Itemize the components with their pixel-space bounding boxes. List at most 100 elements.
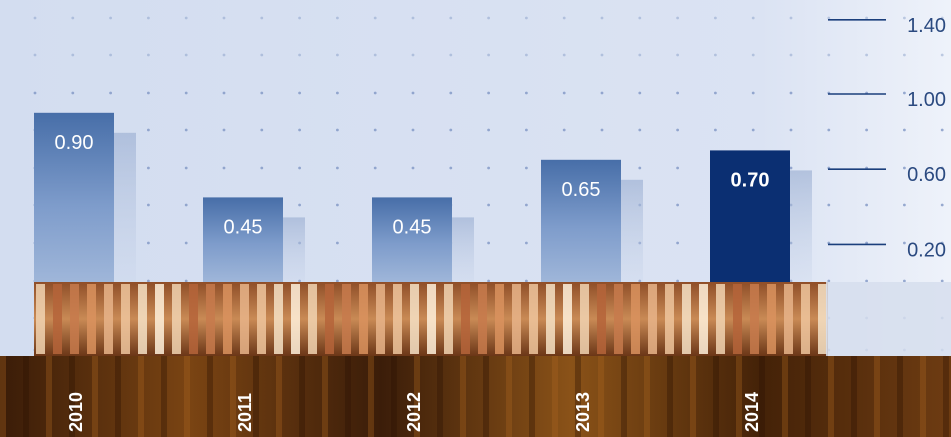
floor-streak bbox=[276, 356, 282, 437]
grid-dot bbox=[940, 241, 944, 245]
grid-dot bbox=[827, 128, 831, 132]
bar-value-label: 0.70 bbox=[731, 169, 770, 191]
grid-dot bbox=[184, 53, 188, 57]
grid-dot bbox=[33, 16, 37, 20]
strip-stripe bbox=[206, 284, 215, 354]
grid-dot bbox=[600, 128, 604, 132]
grid-dot bbox=[525, 53, 528, 57]
grid-dot bbox=[260, 91, 264, 95]
grid-dot bbox=[676, 241, 679, 245]
strip-stripe bbox=[733, 284, 742, 354]
strip-stripe bbox=[563, 284, 572, 354]
grid-dot bbox=[147, 53, 150, 57]
grid-dot bbox=[109, 53, 112, 57]
grid-dot bbox=[147, 241, 150, 245]
floor-streak bbox=[115, 356, 121, 437]
grid-dot bbox=[562, 91, 566, 95]
grid-dot bbox=[940, 203, 944, 207]
grid-dot bbox=[336, 128, 339, 132]
grid-dot bbox=[487, 128, 490, 132]
grid-dot bbox=[33, 91, 37, 95]
strip-stripe bbox=[155, 284, 164, 354]
grid-dot bbox=[676, 279, 679, 283]
strip-stripe bbox=[444, 284, 453, 354]
strip-stripe bbox=[393, 284, 402, 354]
grid-dot bbox=[940, 91, 944, 95]
floor-streak bbox=[23, 356, 29, 437]
grid-dot bbox=[487, 279, 490, 283]
bar-shadow bbox=[452, 217, 474, 282]
grid-dot bbox=[222, 53, 226, 57]
grid-dot bbox=[184, 203, 188, 207]
grid-dot bbox=[789, 91, 793, 95]
floor-streak bbox=[713, 356, 719, 437]
strip-stripe bbox=[36, 284, 45, 354]
grid-dot bbox=[903, 279, 906, 283]
floor-streak bbox=[138, 356, 144, 437]
grid-dot bbox=[147, 128, 150, 132]
grid-dot bbox=[638, 53, 642, 57]
grid-dot bbox=[751, 91, 755, 95]
bar-2011 bbox=[203, 197, 283, 282]
grid-dot bbox=[638, 91, 642, 95]
floor-streak bbox=[391, 356, 397, 437]
floor-streak bbox=[437, 356, 443, 437]
x-tick-label: 2012 bbox=[404, 392, 424, 432]
grid-dot bbox=[676, 91, 679, 95]
grid-dot bbox=[411, 128, 415, 132]
grid-dot bbox=[298, 128, 301, 132]
grid-dot bbox=[487, 16, 490, 20]
bar-shadow bbox=[114, 132, 136, 282]
grid-dot bbox=[487, 203, 490, 207]
grid-dot bbox=[676, 203, 679, 207]
floor-streak bbox=[851, 356, 857, 437]
floor-streak bbox=[207, 356, 213, 437]
strip-stripe bbox=[121, 284, 130, 354]
grid-dot bbox=[714, 16, 717, 20]
strip-stripe bbox=[478, 284, 487, 354]
grid-dot bbox=[33, 53, 37, 57]
grid-dot bbox=[336, 279, 339, 283]
grid-dot bbox=[751, 53, 755, 57]
floor-streak bbox=[874, 356, 880, 437]
grid-dot bbox=[487, 91, 490, 95]
grid-dot bbox=[676, 16, 679, 20]
grid-dot bbox=[865, 16, 868, 20]
grid-dot bbox=[751, 16, 755, 20]
x-tick-label: 2011 bbox=[235, 393, 255, 432]
strip-stripe bbox=[529, 284, 538, 354]
strip-stripe bbox=[376, 284, 385, 354]
floor-streak bbox=[598, 356, 604, 437]
floor-streak bbox=[322, 356, 328, 437]
x-tick-label: 2013 bbox=[573, 392, 593, 432]
grid-dot bbox=[449, 16, 453, 20]
strip-stripe bbox=[410, 284, 419, 354]
grid-dot bbox=[827, 16, 831, 20]
strip-stripe bbox=[682, 284, 691, 354]
grid-dot bbox=[600, 53, 604, 57]
grid-dot bbox=[298, 91, 301, 95]
grid-dot bbox=[147, 203, 150, 207]
grid-dot bbox=[260, 16, 264, 20]
strip-stripe bbox=[274, 284, 283, 354]
floor-streak bbox=[46, 356, 52, 437]
strip-stripe bbox=[631, 284, 640, 354]
grid-dot bbox=[336, 203, 339, 207]
grid-dot bbox=[903, 53, 906, 57]
strip-stripe bbox=[53, 284, 62, 354]
floor-streak bbox=[69, 356, 75, 437]
grid-dot bbox=[449, 166, 453, 170]
grid-dot bbox=[940, 166, 944, 170]
strip-stripe bbox=[359, 284, 368, 354]
strip-stripe bbox=[546, 284, 555, 354]
strip-stripe bbox=[308, 284, 317, 354]
x-tick-label: 2014 bbox=[742, 392, 762, 432]
grid-dot bbox=[714, 91, 717, 95]
grid-dot bbox=[940, 16, 944, 20]
grid-dot bbox=[71, 91, 75, 95]
floor-streak bbox=[230, 356, 236, 437]
bar-2014 bbox=[710, 150, 790, 282]
floor-band bbox=[0, 356, 951, 437]
grid-dot bbox=[336, 16, 339, 20]
grid-dot bbox=[714, 53, 717, 57]
